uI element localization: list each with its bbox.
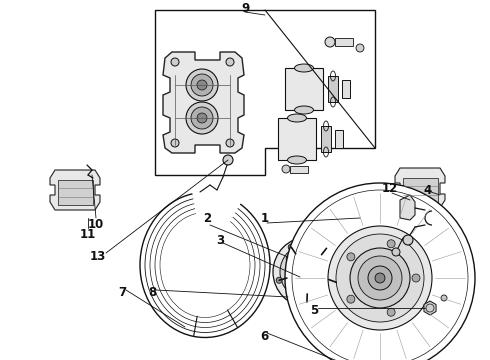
Circle shape xyxy=(328,226,432,330)
Circle shape xyxy=(298,262,318,282)
Circle shape xyxy=(186,69,218,101)
Circle shape xyxy=(186,102,218,134)
Circle shape xyxy=(350,248,410,308)
Polygon shape xyxy=(163,52,244,153)
Text: 12: 12 xyxy=(382,181,398,194)
Circle shape xyxy=(171,139,179,147)
Circle shape xyxy=(288,244,294,250)
Text: 11: 11 xyxy=(80,229,96,242)
Circle shape xyxy=(276,277,282,283)
Ellipse shape xyxy=(288,156,307,164)
Circle shape xyxy=(375,273,385,283)
Circle shape xyxy=(311,289,319,297)
Bar xyxy=(328,76,338,102)
Text: 5: 5 xyxy=(310,303,318,316)
Text: 9: 9 xyxy=(241,1,249,14)
Circle shape xyxy=(336,234,424,322)
Text: 10: 10 xyxy=(88,217,104,230)
Ellipse shape xyxy=(288,114,307,122)
Circle shape xyxy=(304,299,310,305)
Circle shape xyxy=(441,295,447,301)
Bar xyxy=(290,166,308,173)
Polygon shape xyxy=(50,170,100,210)
Circle shape xyxy=(323,246,329,251)
Circle shape xyxy=(387,240,395,248)
Circle shape xyxy=(333,279,339,285)
Polygon shape xyxy=(155,10,375,175)
Circle shape xyxy=(191,107,213,129)
Circle shape xyxy=(286,255,294,263)
Text: 2: 2 xyxy=(203,211,211,225)
Text: 7: 7 xyxy=(118,287,126,300)
Ellipse shape xyxy=(294,106,314,114)
Text: 4: 4 xyxy=(424,184,432,197)
Circle shape xyxy=(326,268,334,276)
Circle shape xyxy=(387,308,395,316)
Circle shape xyxy=(347,253,355,261)
Text: 1: 1 xyxy=(261,211,269,225)
Circle shape xyxy=(197,113,207,123)
Circle shape xyxy=(303,267,313,277)
Text: 8: 8 xyxy=(148,287,156,300)
Circle shape xyxy=(191,74,213,96)
Text: 3: 3 xyxy=(216,234,224,247)
Text: 6: 6 xyxy=(260,330,268,343)
Bar xyxy=(321,126,331,152)
Circle shape xyxy=(286,281,294,289)
Circle shape xyxy=(412,274,420,282)
Circle shape xyxy=(226,139,234,147)
Bar xyxy=(342,80,350,98)
Circle shape xyxy=(197,80,207,90)
Circle shape xyxy=(282,165,290,173)
Circle shape xyxy=(223,155,233,165)
Bar xyxy=(335,38,353,46)
Circle shape xyxy=(171,58,179,66)
Circle shape xyxy=(280,244,336,300)
Circle shape xyxy=(325,37,335,47)
Polygon shape xyxy=(400,195,415,220)
Circle shape xyxy=(403,235,413,245)
Circle shape xyxy=(273,237,343,307)
Circle shape xyxy=(347,295,355,303)
Circle shape xyxy=(226,58,234,66)
Circle shape xyxy=(311,247,319,255)
Polygon shape xyxy=(424,301,436,315)
Circle shape xyxy=(368,266,392,290)
Bar xyxy=(403,178,438,203)
Bar xyxy=(58,180,93,205)
Bar xyxy=(285,68,323,110)
Circle shape xyxy=(285,183,475,360)
Circle shape xyxy=(392,248,400,256)
Bar xyxy=(278,118,316,160)
Circle shape xyxy=(290,254,326,290)
Bar xyxy=(335,130,343,148)
Ellipse shape xyxy=(294,64,314,72)
Text: 13: 13 xyxy=(90,251,106,264)
Circle shape xyxy=(358,256,402,300)
Circle shape xyxy=(356,44,364,52)
Polygon shape xyxy=(395,168,445,208)
